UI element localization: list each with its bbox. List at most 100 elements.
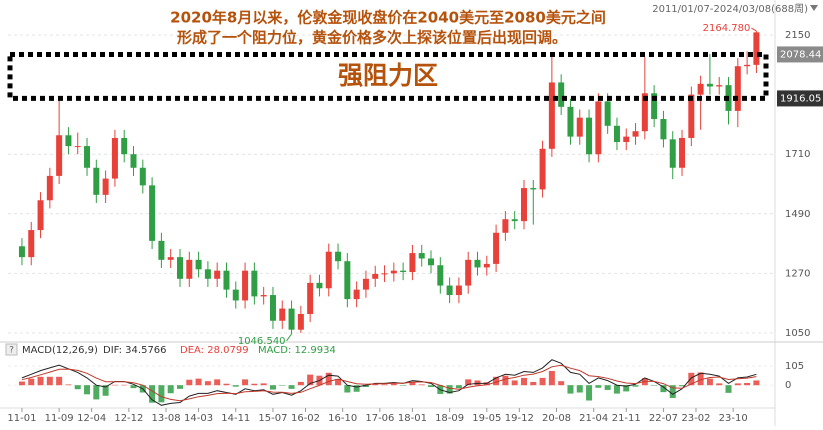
macd-bar — [251, 383, 258, 386]
macd-bar — [74, 385, 81, 390]
macd-bar — [530, 381, 537, 386]
macd-bar — [567, 385, 574, 394]
candle-body — [493, 232, 500, 264]
x-tick-label: 21-11 — [612, 413, 641, 424]
candle-body — [753, 32, 760, 65]
macd-bar — [632, 385, 639, 387]
dropdown-icon[interactable] — [810, 5, 818, 11]
macd-bar — [56, 376, 63, 386]
candle-body — [558, 82, 565, 107]
candle-body — [121, 137, 128, 155]
extreme-label: 1046.540 — [238, 336, 286, 347]
macd-bar — [149, 385, 156, 403]
macd-bar — [576, 385, 583, 393]
candle-body — [28, 230, 35, 258]
candle-body — [437, 265, 444, 286]
candle-body — [102, 178, 109, 195]
macd-bar — [697, 372, 704, 386]
candle-body — [288, 308, 295, 330]
candle-body — [37, 200, 44, 231]
macd-bar — [260, 383, 267, 386]
x-tick-label: 19-12 — [505, 413, 534, 424]
candle-body — [186, 259, 193, 279]
candle-body — [511, 219, 518, 222]
x-tick-label: 16-10 — [328, 413, 357, 424]
help-icon-text[interactable]: ? — [9, 346, 14, 356]
x-tick-label: 23-10 — [719, 413, 748, 424]
candle-body — [669, 139, 676, 168]
y-tick-label: 1710 — [785, 149, 810, 160]
candle-body — [744, 64, 751, 67]
macd-bar — [65, 384, 72, 386]
macd-bar — [400, 385, 407, 386]
candle-body — [18, 246, 25, 258]
candle-body — [548, 82, 555, 149]
macd-bar — [28, 378, 35, 386]
x-tick-label: 18-01 — [398, 413, 427, 424]
macd-bar — [269, 385, 276, 390]
zone-label: 强阻力区 — [338, 61, 438, 90]
chart-subtitle: 形成了一个阻力位，黄金价格多次上探该位置后出现回调。 — [177, 29, 567, 47]
macd-bar — [214, 379, 221, 386]
candle-body — [325, 251, 332, 289]
x-tick-label: 20-08 — [542, 413, 571, 424]
candle-body — [623, 136, 630, 143]
y-tick-label: 1270 — [785, 268, 810, 279]
macd-bar — [37, 376, 44, 386]
candle-body — [428, 258, 435, 266]
macd-bar — [493, 376, 500, 386]
macd-bar — [734, 383, 741, 386]
macd-bar — [502, 375, 509, 386]
candle-body — [697, 83, 704, 95]
macd-tick-label: 0 — [785, 380, 791, 391]
candle-body — [502, 219, 509, 233]
macd-bar — [121, 384, 128, 386]
candle-body — [660, 119, 667, 140]
macd-bar — [744, 383, 751, 386]
macd-bar — [651, 385, 658, 386]
help-icon[interactable] — [5, 343, 18, 356]
macd-bar — [679, 385, 686, 387]
candle-body — [381, 273, 388, 275]
macd-bar — [725, 385, 732, 393]
macd-dea-line — [21, 364, 757, 402]
x-tick-label: 23-02 — [681, 413, 710, 424]
candle-body — [362, 278, 369, 290]
candle-body — [353, 289, 360, 300]
macd-bar — [335, 378, 342, 386]
macd-bar — [558, 381, 565, 386]
x-tick-label: 16-02 — [291, 413, 320, 424]
macd-bar — [539, 377, 546, 386]
y-tick-label: 1050 — [785, 328, 810, 339]
macd-bar — [465, 379, 472, 386]
candle-body — [465, 259, 472, 286]
macd-bar — [46, 376, 53, 386]
macd-bar — [111, 384, 118, 386]
x-tick-label: 22-07 — [649, 413, 678, 424]
x-tick-label: 18-09 — [435, 413, 464, 424]
candle-body — [595, 101, 602, 155]
price-tag-label: 2078.44 — [780, 49, 821, 60]
candle-body — [586, 117, 593, 155]
x-tick-label: 17-06 — [365, 413, 394, 424]
macd-bar — [688, 372, 695, 386]
chart-title: 2020年8月以来，伦敦金现收盘价在2040美元至2080美元之间 — [170, 9, 606, 27]
macd-bar — [325, 372, 332, 386]
candle-body — [716, 85, 723, 87]
macd-bar — [455, 385, 462, 389]
candle-body — [604, 101, 611, 126]
candle-body — [567, 106, 574, 137]
macd-bar — [428, 385, 435, 388]
macd-bar — [586, 385, 593, 401]
candle-body — [418, 253, 425, 259]
candle-body — [390, 270, 397, 274]
candle-body — [297, 314, 304, 330]
candle-body — [56, 135, 63, 176]
date-range[interactable]: 2011/01/07-2024/03/08(688周) — [652, 3, 808, 15]
candle-body — [688, 94, 695, 138]
candle-body — [409, 253, 416, 273]
macd-bar — [344, 385, 351, 393]
macd-bar — [93, 385, 100, 400]
candle-body — [641, 93, 648, 132]
